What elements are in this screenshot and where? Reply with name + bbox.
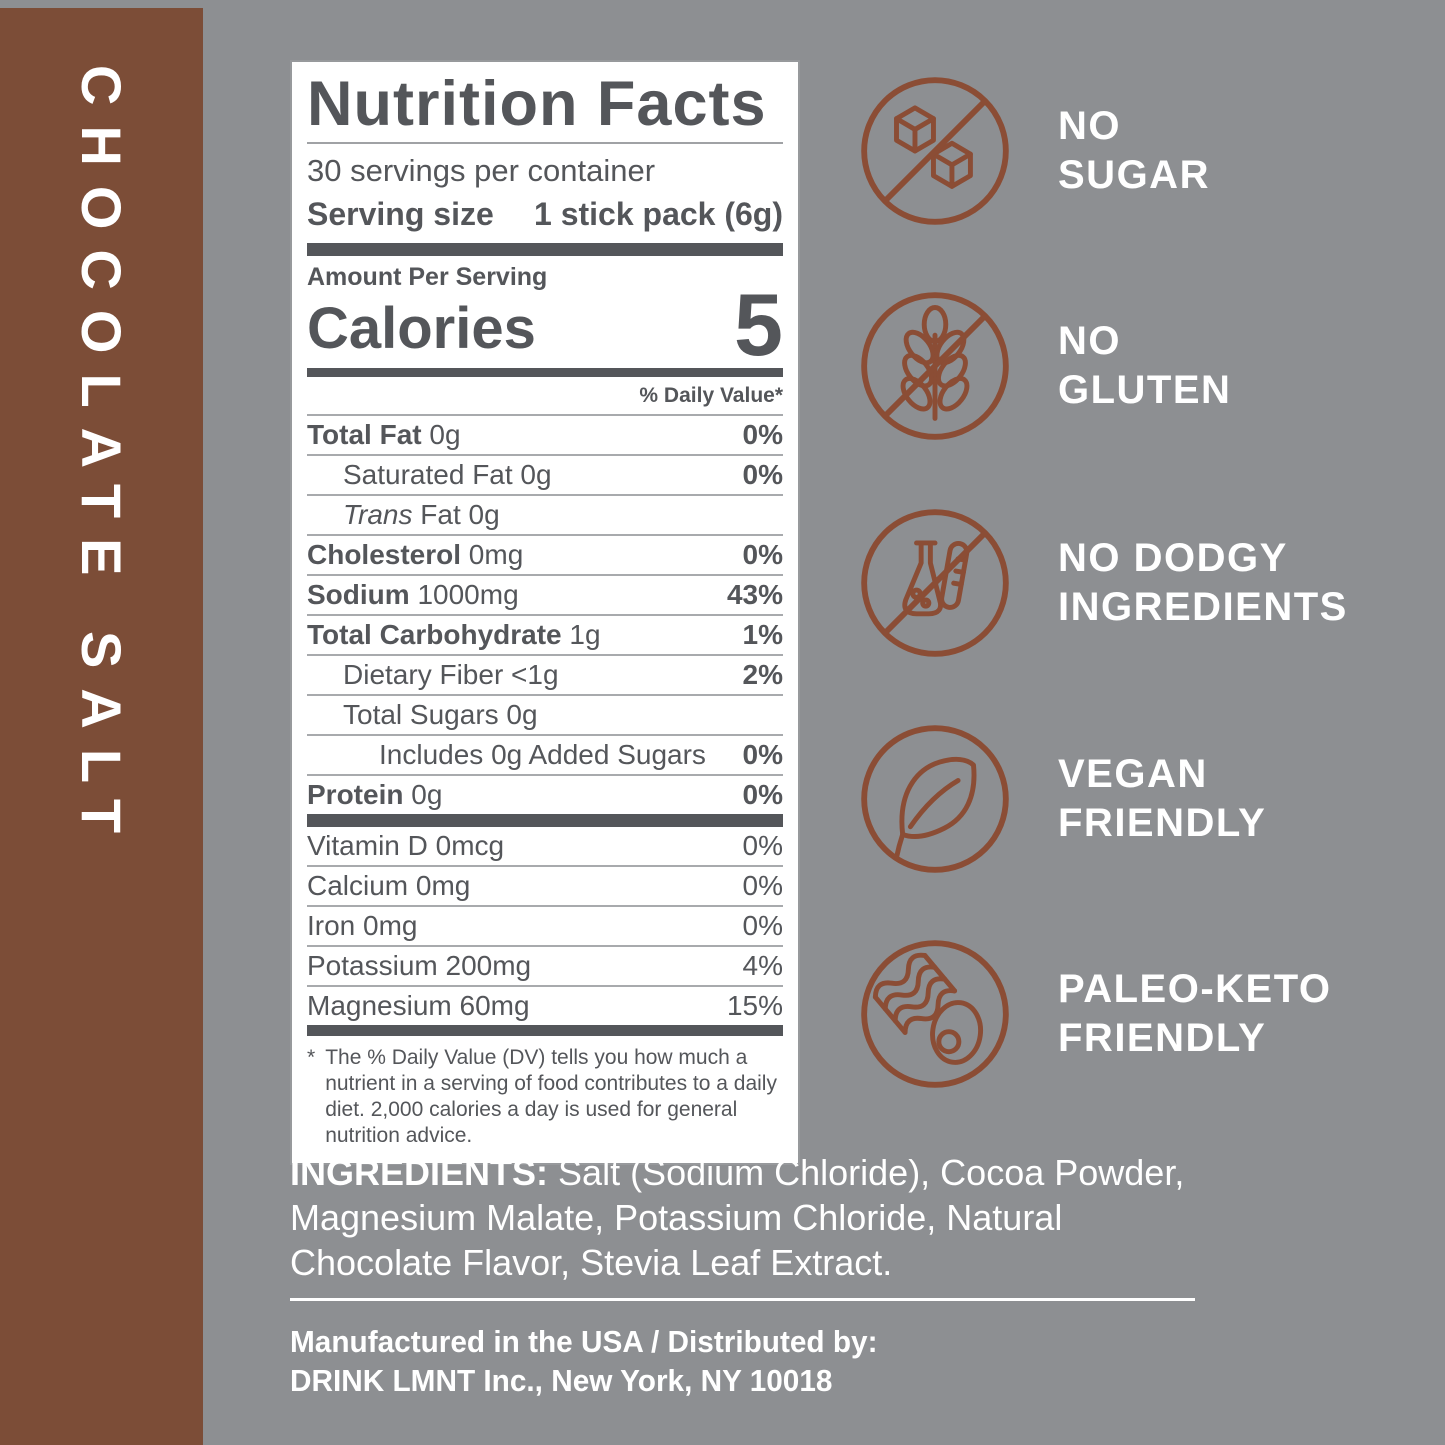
badge-text: NO DODGY INGREDIENTS [1058,536,1348,629]
calories-label: Calories [307,295,536,361]
thick-divider [307,242,783,256]
badge-paleo-keto-friendly: PALEO-KETO FRIENDLY [858,937,1332,1091]
no-dodgy-ingredients-icon [861,509,1009,657]
nutrient-row: Iron 0mg 0% [307,904,783,945]
nutrient-row: Total Sugars 0g [307,693,783,734]
badge-no-sugar: NO SUGAR [858,74,1210,228]
nutrient-row: Dietary Fiber <1g 2% [307,653,783,694]
nutrient-row: Cholesterol 0mg 0% [307,533,783,574]
no-sugar-icon [861,77,1009,225]
nutrient-rows: Total Fat 0g 0% Saturated Fat 0g 0% Tran… [307,413,783,814]
flavor-sidebar: CHOCOLATE SALT [0,8,203,1445]
manufacturer-info: Manufactured in the USA / Distributed by… [290,1324,878,1398]
vegan-leaf-icon [861,725,1009,873]
nutrient-row: Calcium 0mg 0% [307,864,783,905]
badge-no-gluten: NO GLUTEN [858,289,1231,443]
badge-text: VEGAN FRIENDLY [1058,752,1267,845]
ingredients-label: INGREDIENTS: [290,1152,549,1193]
paleo-keto-icon [861,940,1009,1088]
nutrient-row: Sodium 1000mg 43% [307,573,783,614]
badge-text: PALEO-KETO FRIENDLY [1058,967,1332,1060]
calories-value: 5 [734,275,783,375]
badge-text: NO GLUTEN [1058,319,1232,412]
nutrient-row: Saturated Fat 0g 0% [307,453,783,494]
no-gluten-icon [861,292,1009,440]
ingredients-text: Salt (Sodium Chloride), Cocoa Powder, Ma… [290,1152,1185,1283]
badge-no-dodgy-ingredients: NO DODGY INGREDIENTS [858,506,1348,660]
amount-per-serving-label: Amount Per Serving [307,262,548,291]
daily-value-footnote: * The % Daily Value (DV) tells you how m… [307,1045,777,1147]
footer-divider [290,1298,1195,1301]
nutrition-facts-title: Nutrition Facts [307,69,767,139]
flavor-name: CHOCOLATE SALT [70,65,133,854]
thick-divider [307,813,783,827]
ingredients-block: INGREDIENTS: Salt (Sodium Chloride), Coc… [290,1150,1190,1285]
badge-text: NO SUGAR [1058,104,1210,197]
serving-size-value: 1 stick pack (6g) [534,195,783,232]
thick-divider [307,1024,783,1036]
servings-per-container: 30 servings per container [307,152,656,188]
nutrient-row: Magnesium 60mg 15% [307,984,783,1025]
nutrient-row: Trans Fat 0g [307,493,783,534]
nutrient-row: Protein 0g 0% [307,773,783,814]
nutrient-row: Total Fat 0g 0% [307,413,783,454]
serving-size-row: Serving size 1 stick pack (6g) [307,191,783,243]
daily-value-header: % Daily Value* [639,383,783,407]
nutrient-row: Total Carbohydrate 1g 1% [307,613,783,654]
nutrient-row: Includes 0g Added Sugars 0% [307,733,783,774]
thick-divider [307,367,783,377]
nutrition-facts-panel: Nutrition Facts 30 servings per containe… [290,60,800,1165]
serving-size-label: Serving size [307,195,494,232]
calories-row: Calories 5 [307,275,783,375]
nutrient-row: Potassium 200mg 4% [307,944,783,985]
nutrient-row: Vitamin D 0mcg 0% [307,829,783,861]
micronutrient-rows: Vitamin D 0mcg 0% Calcium 0mg 0% Iron 0m… [307,827,783,1025]
badge-vegan-friendly: VEGAN FRIENDLY [858,722,1266,876]
divider [307,141,783,144]
